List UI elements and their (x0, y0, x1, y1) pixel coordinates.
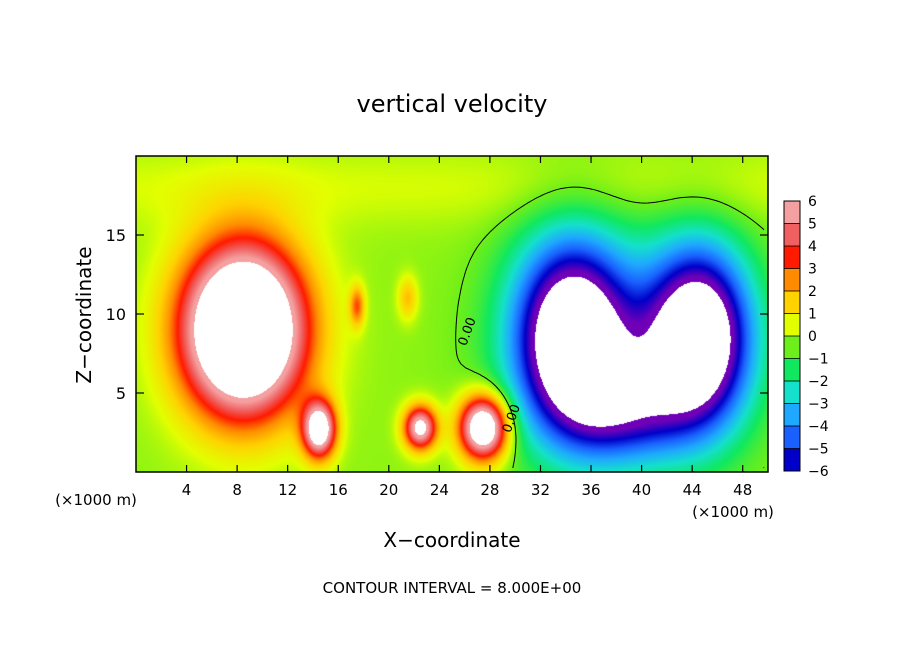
x-tick-label: 8 (232, 481, 242, 499)
x-tick-label: 40 (632, 481, 651, 499)
velocity-field (136, 156, 768, 472)
colorbar-tick-label: 1 (808, 307, 817, 323)
colorbar-tick-label: 2 (808, 284, 817, 300)
colorbar-swatch (784, 268, 800, 291)
colorbar-swatch (784, 358, 800, 381)
x-tick-label: 20 (379, 481, 398, 499)
colorbar-tick-label: −3 (808, 397, 829, 413)
colorbar-swatch (784, 426, 800, 449)
x-tick-label: 12 (278, 481, 297, 499)
y-axis: 5 10 15 (106, 226, 768, 403)
colorbar-swatch (784, 381, 800, 404)
x-tick-label: 24 (430, 481, 449, 499)
contour-interval-note: CONTOUR INTERVAL = 8.000E+00 (323, 579, 582, 597)
zero-contour (455, 186, 765, 469)
x-tick-label: 28 (480, 481, 499, 499)
colorbar-tick-label: −2 (808, 374, 829, 390)
contour-lines (455, 186, 765, 469)
colorbar-tick-label: 4 (808, 239, 817, 255)
x-unit-label-right: (×1000 m) (692, 503, 774, 521)
y-tick-label: 5 (116, 384, 126, 403)
colorbar-tick-label: −5 (808, 442, 829, 458)
colorbar-tick-label: −4 (808, 419, 829, 435)
y-tick-label: 10 (106, 305, 126, 324)
colorbar-swatch (784, 403, 800, 426)
colorbar-tick-label: 0 (808, 329, 817, 345)
colorbar-tick-label: 5 (808, 217, 817, 233)
x-tick-label: 44 (683, 481, 702, 499)
x-tick-label: 36 (581, 481, 600, 499)
x-axis: 4 8 12 16 20 24 28 32 36 40 44 48 (182, 156, 752, 499)
y-tick-label: 15 (106, 226, 126, 245)
x-tick-label: 32 (531, 481, 550, 499)
chart-title: vertical velocity (357, 90, 548, 118)
colorbar-swatch (784, 448, 800, 471)
y-axis-label: Z−coordinate (72, 246, 96, 383)
x-tick-label: 4 (182, 481, 192, 499)
plot-area: 0.000.00 (135, 155, 769, 473)
colorbar: 6 5 4 3 2 1 0 −1 −2 −3 −4 −5 −6 (783, 194, 829, 480)
colorbar-swatch (784, 291, 800, 314)
colorbar-swatch (784, 223, 800, 246)
colorbar-tick-label: 3 (808, 262, 817, 278)
colorbar-swatch (784, 313, 800, 336)
colorbar-swatch (784, 246, 800, 269)
colorbar-swatch (784, 201, 800, 224)
colorbar-tick-label: −6 (808, 464, 829, 480)
x-axis-label: X−coordinate (383, 528, 520, 552)
colorbar-swatch (784, 336, 800, 359)
x-tick-label: 48 (733, 481, 752, 499)
x-unit-label-left: (×1000 m) (55, 491, 137, 509)
colorbar-tick-label: 6 (808, 194, 817, 210)
colorbar-tick-label: −1 (808, 352, 829, 368)
x-tick-label: 16 (329, 481, 348, 499)
